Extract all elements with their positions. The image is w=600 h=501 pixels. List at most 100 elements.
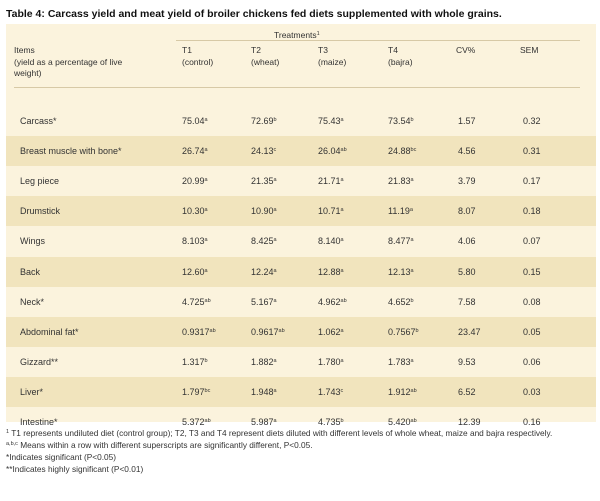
cell-item: Drumstick xyxy=(20,206,60,217)
cell-t1: 4.725ab xyxy=(182,296,211,307)
table-title: Table 4: Carcass yield and meat yield of… xyxy=(6,8,502,20)
cell-item: Neck* xyxy=(20,296,45,307)
cell-cv: 4.06 xyxy=(458,236,476,247)
footnote-significant: *Indicates significant (P<0.05) xyxy=(6,452,116,462)
cell-cv: 7.58 xyxy=(458,296,476,307)
table-row: Leg piece 20.99a 21.35a 21.71a 21.83a 3.79 0.1… xyxy=(6,166,596,196)
cell-t4: 5.420ab xyxy=(388,417,417,427)
cell-t3: 10.71a xyxy=(318,206,344,217)
cell-cv: 12.39 xyxy=(458,417,481,427)
cell-sem: 0.08 xyxy=(523,296,541,307)
cell-item: Wings xyxy=(20,236,46,247)
treatments-group-header: Treatments1 xyxy=(274,30,320,40)
column-header-cv: CV% xyxy=(456,45,476,55)
footnote-treatments: 1 T1 represents undiluted diet (control … xyxy=(6,428,553,438)
cell-t2: 72.69b xyxy=(251,116,277,126)
cell-t1: 5.372ab xyxy=(182,417,211,427)
cell-item: Carcass* xyxy=(20,116,57,126)
cell-item: Liver* xyxy=(20,386,44,397)
cell-t4: 73.54b xyxy=(388,116,414,126)
cell-t4: 8.477a xyxy=(388,236,414,247)
cell-t4: 0.7567b xyxy=(388,326,419,337)
cell-cv: 5.80 xyxy=(458,266,476,277)
cell-t1: 12.60a xyxy=(182,266,208,277)
column-header-t4: T4 (bajra) xyxy=(388,45,413,67)
cell-item: Abdominal fat* xyxy=(20,326,79,337)
cell-sem: 0.15 xyxy=(523,266,541,277)
cell-sem: 0.18 xyxy=(523,206,541,217)
cell-t2: 8.425a xyxy=(251,236,277,247)
cell-t2: 5.987a xyxy=(251,417,277,427)
cell-cv: 8.07 xyxy=(458,206,476,217)
cell-t3: 1.062a xyxy=(318,326,344,337)
column-header-t1: T1 (control) xyxy=(182,45,214,67)
cell-t4: 4.652b xyxy=(388,296,414,307)
column-header-sem: SEM xyxy=(520,45,539,55)
header-separator xyxy=(14,87,580,88)
cell-sem: 0.16 xyxy=(523,417,541,427)
cell-t1: 1.317b xyxy=(182,356,208,367)
cell-item: Intestine* xyxy=(20,417,58,427)
table-footnotes: 1 T1 represents undiluted diet (control … xyxy=(6,427,596,475)
table-row: Intestine* 5.372ab 5.987a 4.735b 5.420ab 12.3… xyxy=(6,407,596,437)
table-row: Neck* 4.725ab 5.167a 4.962ab 4.652b 7.58 0.08 xyxy=(6,287,596,317)
column-header-items: Items (yield as a percentage of live wei… xyxy=(14,45,123,78)
cell-item: Leg piece xyxy=(20,176,60,187)
cell-t2: 10.90a xyxy=(251,206,277,217)
cell-t1: 26.74a xyxy=(182,146,208,157)
cell-cv: 4.56 xyxy=(458,146,476,157)
table-row: Drumstick 10.30a 10.90a 10.71a 11.19a 8.07 0.1… xyxy=(6,196,596,227)
cell-t2: 5.167a xyxy=(251,296,277,307)
cell-cv: 9.53 xyxy=(458,356,476,367)
cell-t1: 75.04a xyxy=(182,116,208,126)
cell-t4: 1.912ab xyxy=(388,386,417,397)
cell-t3: 21.71a xyxy=(318,176,344,187)
column-header-t3: T3 (maize) xyxy=(318,45,347,67)
cell-t3: 8.140a xyxy=(318,236,344,247)
cell-t2: 1.882a xyxy=(251,356,277,367)
cell-t2: 12.24a xyxy=(251,266,277,277)
cell-t4: 11.19a xyxy=(388,206,413,217)
cell-cv: 3.79 xyxy=(458,176,476,187)
cell-t2: 21.35a xyxy=(251,176,277,187)
footnote-superscripts: a,b,c Means within a row with different … xyxy=(6,440,313,450)
cell-sem: 0.07 xyxy=(523,236,541,247)
cell-cv: 23.47 xyxy=(458,326,481,337)
cell-t4: 1.783a xyxy=(388,356,414,367)
cell-t1: 10.30a xyxy=(182,206,208,217)
cell-sem: 0.17 xyxy=(523,176,541,187)
cell-t1: 8.103a xyxy=(182,236,208,247)
table-panel: Treatments1 Items (yield as a percentage… xyxy=(6,24,596,427)
cell-item: Gizzard** xyxy=(20,356,59,367)
cell-t2: 1.948a xyxy=(251,386,277,397)
cell-t4: 21.83a xyxy=(388,176,414,187)
cell-t3: 75.43a xyxy=(318,116,344,126)
cell-t4: 24.88bc xyxy=(388,146,417,157)
cell-t4: 12.13a xyxy=(388,266,414,277)
table-row: Abdominal fat* 0.9317ab 0.9617ab 1.062a 0.75… xyxy=(6,316,596,347)
table-row: Liver* 1.797bc 1.948a 1.743c 1.912ab 6.52 0.03 xyxy=(6,376,596,407)
cell-cv: 1.57 xyxy=(458,116,476,126)
table-row: Breast muscle with bone* 26.74a 24.13c 26.0… xyxy=(6,136,596,167)
cell-t1: 0.9317ab xyxy=(182,326,216,337)
table-row: Wings 8.103a 8.425a 8.140a 8.477a 4.06 0.07 xyxy=(6,226,596,256)
cell-t1: 1.797bc xyxy=(182,386,211,397)
cell-t1: 20.99a xyxy=(182,176,208,187)
cell-cv: 6.52 xyxy=(458,386,476,397)
column-header-t2: T2 (wheat) xyxy=(251,45,280,67)
cell-sem: 0.31 xyxy=(523,146,541,157)
cell-sem: 0.32 xyxy=(523,116,541,126)
cell-sem: 0.03 xyxy=(523,386,541,397)
cell-item: Back xyxy=(20,266,41,277)
cell-t3: 4.962ab xyxy=(318,296,347,307)
cell-t3: 1.743c xyxy=(318,386,344,397)
table-row: Gizzard** 1.317b 1.882a 1.780a 1.783a 9.53 0.0… xyxy=(6,347,596,377)
footnote-highly-significant: **Indicates highly significant (P<0.01) xyxy=(6,464,144,474)
table-row: Carcass* 75.04a 72.69b 75.43a 73.54b 1.57 0.32 xyxy=(6,106,596,136)
cell-t2: 24.13c xyxy=(251,146,277,157)
cell-t3: 12.88a xyxy=(318,266,344,277)
cell-t3: 26.04ab xyxy=(318,146,347,157)
cell-t3: 1.780a xyxy=(318,356,344,367)
cell-item: Breast muscle with bone* xyxy=(20,146,122,157)
treatments-underline xyxy=(176,40,580,41)
